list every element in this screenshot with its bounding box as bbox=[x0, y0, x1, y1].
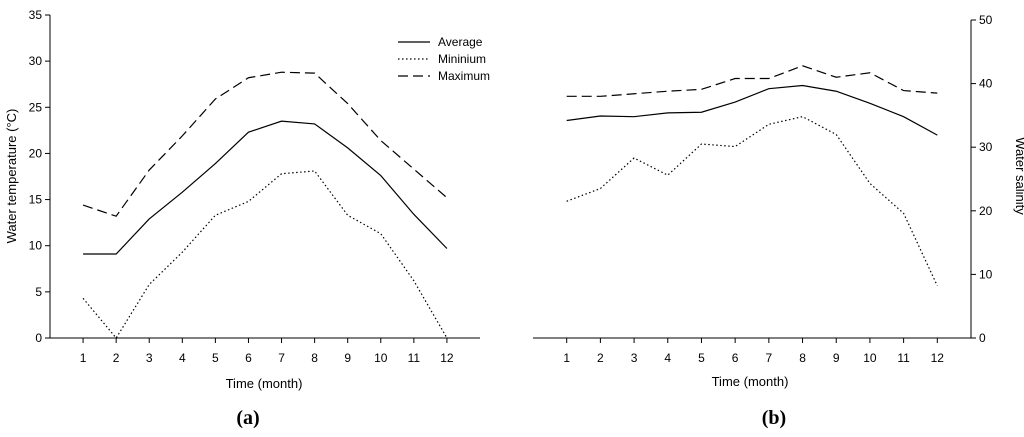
panel-a-x-tick-label: 3 bbox=[146, 351, 153, 365]
panel-b-x-ticks: 1 2 3 4 5 6 7 8 9 10 11 12 bbox=[563, 338, 944, 365]
panel-b-y-ticks: 0 10 20 30 40 50 bbox=[971, 13, 993, 345]
panel-b-x-tick-label: 5 bbox=[698, 351, 705, 365]
panel-a-x-axis-title: Time (month) bbox=[226, 376, 303, 391]
panel-a-y-tick-label: 5 bbox=[35, 285, 42, 299]
panel-b-x-tick-label: 6 bbox=[732, 351, 739, 365]
panel-a-y-tick-label: 10 bbox=[29, 239, 43, 253]
panel-b-label: (b) bbox=[762, 407, 786, 429]
panel-a-series-maximum bbox=[82, 71, 448, 217]
panel-a-x-ticks: 1 2 3 4 5 6 7 8 9 10 11 12 bbox=[80, 338, 454, 365]
panel-b-x-tick-label: 11 bbox=[897, 351, 910, 365]
panel-a-x-tick-label: 8 bbox=[311, 351, 318, 365]
panel-a-y-tick-label: 35 bbox=[29, 8, 43, 22]
panel-b-x-tick-label: 10 bbox=[863, 351, 877, 365]
panel-a-y-tick-label: 25 bbox=[29, 100, 43, 114]
panel-b-y-tick-label: 40 bbox=[979, 77, 993, 91]
panel-b-x-axis-title: Time (month) bbox=[712, 374, 789, 389]
panel-b-x-tick-label: 1 bbox=[563, 351, 570, 365]
panel-b-y-axis-title: Water salinity bbox=[1013, 137, 1024, 215]
legend-average-label: Average bbox=[438, 35, 483, 49]
panel-b-y-tick-label: 50 bbox=[979, 13, 993, 27]
panel-a-x-tick-label: 11 bbox=[408, 351, 421, 365]
panel-b-series-average bbox=[566, 84, 938, 136]
panel-b-series bbox=[566, 65, 938, 287]
panel-a-y-tick-label: 15 bbox=[29, 193, 43, 207]
panel-b-series-mininium bbox=[566, 116, 938, 287]
panel-a-x-tick-label: 10 bbox=[374, 351, 388, 365]
panel-b-x-tick-label: 8 bbox=[799, 351, 806, 365]
panel-a-y-tick-label: 0 bbox=[35, 331, 42, 345]
panel-a-x-tick-label: 5 bbox=[212, 351, 219, 365]
panel-a-x-tick-label: 4 bbox=[179, 351, 186, 365]
panel-b-x-tick-label: 2 bbox=[597, 351, 604, 365]
panel-a-legend: Average Mininium Maximum bbox=[398, 35, 490, 83]
panel-a-y-tick-label: 30 bbox=[29, 54, 43, 68]
panel-b-y-tick-label: 0 bbox=[979, 331, 986, 345]
panel-b-y-tick-label: 20 bbox=[979, 204, 993, 218]
panel-a-label: (a) bbox=[236, 407, 259, 429]
panel-a-series-mininium bbox=[82, 170, 448, 340]
panel-b-x-tick-label: 7 bbox=[766, 351, 773, 365]
panel-b-x-tick-label: 9 bbox=[833, 351, 840, 365]
panel-b-y-tick-label: 30 bbox=[979, 140, 993, 154]
panel-a-x-tick-label: 2 bbox=[113, 351, 120, 365]
panel-a-series bbox=[82, 71, 448, 340]
panel-a-y-ticks: 0 5 10 15 20 25 30 35 bbox=[29, 8, 50, 345]
panel-b-series-maximum bbox=[566, 65, 938, 97]
panel-a-y-tick-label: 20 bbox=[29, 146, 43, 160]
legend-minimum-label: Mininium bbox=[438, 52, 486, 66]
panel-b-x-tick-label: 3 bbox=[631, 351, 638, 365]
panel-b-y-tick-label: 10 bbox=[979, 267, 993, 281]
legend-maximum-label: Maximum bbox=[438, 69, 490, 83]
panel-a-x-tick-label: 1 bbox=[80, 351, 87, 365]
panel-b-x-tick-label: 12 bbox=[931, 351, 945, 365]
panel-a-y-axis-title: Water temperature (°C) bbox=[4, 109, 19, 244]
panel-a-x-tick-label: 9 bbox=[344, 351, 351, 365]
panel-a-series-average bbox=[83, 120, 448, 255]
panel-b-x-tick-label: 4 bbox=[664, 351, 671, 365]
panel-a-x-tick-label: 6 bbox=[245, 351, 252, 365]
panel-a-x-tick-label: 12 bbox=[440, 351, 454, 365]
panel-a-x-tick-label: 7 bbox=[278, 351, 285, 365]
